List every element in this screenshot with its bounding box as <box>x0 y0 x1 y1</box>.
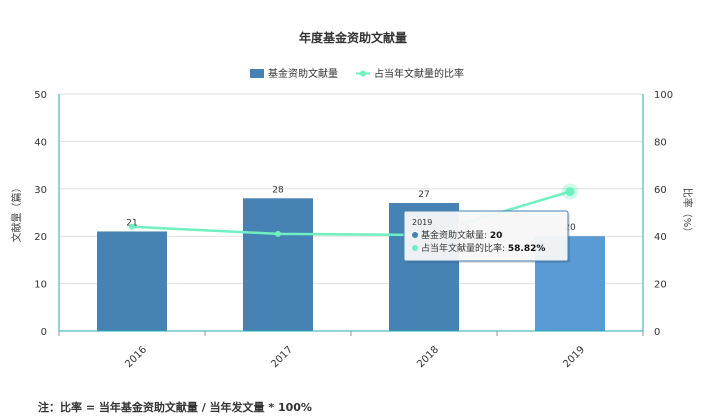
y-left-tick-label: 30 <box>34 185 47 196</box>
bar-2017[interactable] <box>243 198 313 331</box>
ratio-point-2019[interactable] <box>565 187 575 197</box>
y-left-tick-label: 40 <box>34 137 47 148</box>
x-tick-label-2017: 2017 <box>269 344 295 370</box>
legend: 基金资助文献量 占当年文献量的比率 <box>250 67 464 80</box>
chart-title: 年度基金资助文献量 <box>299 30 407 45</box>
y-right-tick-label: 100 <box>654 90 673 101</box>
data-label-2016: 21 <box>126 218 137 228</box>
legend-line-marker[interactable] <box>360 70 366 77</box>
bars <box>97 198 605 331</box>
tooltip-box <box>403 210 569 262</box>
y-left-tick-label: 50 <box>34 90 47 101</box>
data-label-2018: 27 <box>418 190 429 200</box>
y-axis-right-label: 比率（%） <box>681 188 694 238</box>
x-tick-label-2019: 2019 <box>561 344 587 370</box>
y-axis-left-label: 文献量（篇） <box>10 183 23 243</box>
ratio-point-2017[interactable] <box>275 230 281 237</box>
x-tick-label-2018: 2018 <box>415 344 441 370</box>
bar-2016[interactable] <box>97 231 167 331</box>
data-labels: 21 28 27 20 <box>126 185 576 233</box>
tooltip-title: 2019 <box>412 218 432 227</box>
tooltip-marker <box>412 245 418 251</box>
y-right-tick-label: 80 <box>654 137 667 148</box>
y-left-tick-label: 0 <box>41 327 47 338</box>
tooltip-row: 基金资助文献量: 20 <box>421 229 502 241</box>
y-right-tick-label: 40 <box>654 232 667 243</box>
y-right-tick-label: 60 <box>654 185 667 196</box>
data-label-2019: 20 <box>564 223 576 233</box>
y-left-tick-label: 10 <box>34 280 47 291</box>
legend-label-line[interactable]: 占当年文献量的比率 <box>374 67 464 80</box>
ratio-point-2016[interactable] <box>129 223 135 230</box>
tooltip-marker <box>412 232 418 238</box>
tooltip-row: 占当年文献量的比率: 58.82% <box>421 242 545 254</box>
data-label-2017: 28 <box>272 185 284 195</box>
y-right-tick-label: 20 <box>654 280 667 291</box>
legend-bar-swatch[interactable] <box>250 69 264 78</box>
y-left-tick-label: 20 <box>34 232 47 243</box>
legend-label-bar[interactable]: 基金资助文献量 <box>268 67 338 80</box>
x-tick-label-2016: 2016 <box>123 344 149 370</box>
y-right-tick-label: 0 <box>654 327 660 338</box>
footnote: 注：比率 = 当年基金资助文献量 / 当年发文量 * 100% <box>38 401 312 414</box>
axes <box>58 94 644 336</box>
